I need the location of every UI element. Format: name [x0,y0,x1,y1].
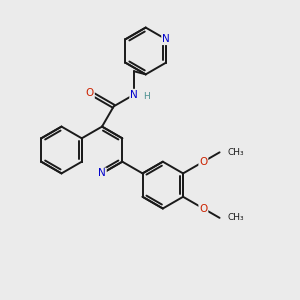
Text: N: N [98,168,106,178]
Text: N: N [130,90,138,100]
Text: H: H [143,92,150,101]
Text: CH₃: CH₃ [228,148,244,157]
Text: O: O [199,157,208,167]
Text: CH₃: CH₃ [228,213,244,222]
Text: O: O [86,88,94,98]
Text: O: O [199,203,208,214]
Text: N: N [162,34,170,44]
